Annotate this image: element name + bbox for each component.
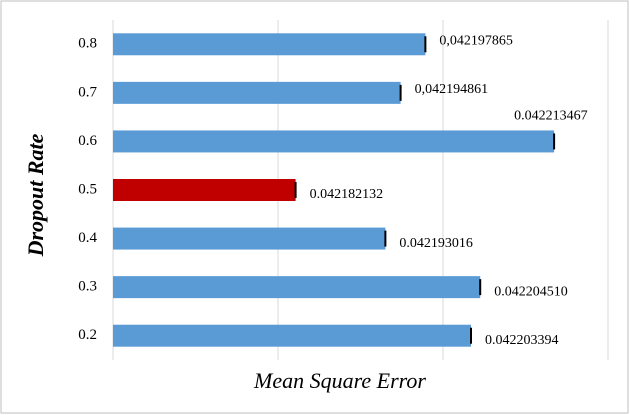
y-axis-title: Dropout Rate (23, 133, 48, 257)
y-tick-label: 0.2 (78, 327, 97, 343)
bar (113, 227, 386, 250)
value-label: 0.042213467 (514, 109, 588, 124)
y-tick-label: 0.7 (78, 84, 97, 100)
bar (113, 33, 426, 56)
y-tick-label: 0.3 (78, 279, 97, 295)
value-label: 0.042182132 (310, 187, 384, 202)
value-label: 0,042194861 (415, 82, 489, 97)
y-tick-label: 0.6 (78, 133, 97, 149)
y-tick-label: 0.5 (78, 181, 97, 197)
y-tick-label: 0.4 (78, 230, 97, 246)
y-tick-label: 0.8 (78, 36, 97, 52)
x-axis-title: Mean Square Error (253, 368, 426, 393)
bar (113, 276, 481, 299)
bar (113, 179, 296, 201)
value-label: 0,042197865 (439, 34, 512, 49)
value-label: 0.042203394 (485, 333, 559, 348)
bar (113, 130, 555, 153)
value-label: 0.042204510 (494, 284, 568, 299)
bar (113, 324, 472, 347)
value-label: 0.042193016 (399, 236, 473, 251)
bar (113, 81, 401, 104)
